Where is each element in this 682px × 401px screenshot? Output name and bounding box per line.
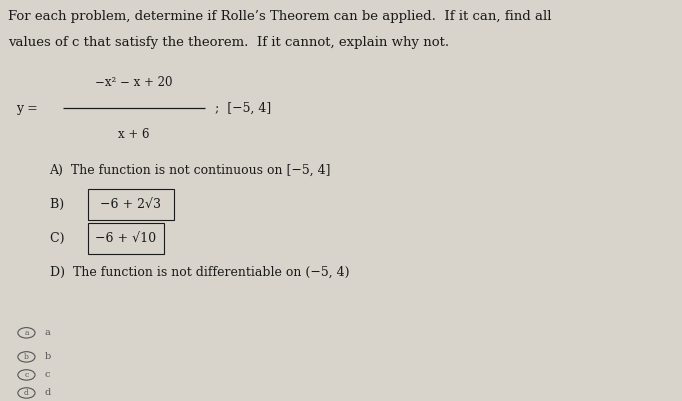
Text: For each problem, determine if Rolle’s Theorem can be applied.  If it can, find : For each problem, determine if Rolle’s T… bbox=[8, 10, 552, 23]
Text: x + 6: x + 6 bbox=[118, 128, 149, 141]
Text: a: a bbox=[24, 329, 29, 337]
Text: −6 + 2√3: −6 + 2√3 bbox=[100, 198, 162, 211]
Text: d: d bbox=[24, 389, 29, 397]
Text: c: c bbox=[25, 371, 29, 379]
Text: D)  The function is not differentiable on (−5, 4): D) The function is not differentiable on… bbox=[50, 266, 349, 279]
Text: b: b bbox=[24, 353, 29, 361]
Text: values of c that satisfy the theorem.  If it cannot, explain why not.: values of c that satisfy the theorem. If… bbox=[8, 36, 449, 49]
Text: −x² − x + 20: −x² − x + 20 bbox=[95, 76, 173, 89]
Text: b: b bbox=[45, 352, 51, 361]
Text: a: a bbox=[45, 328, 50, 337]
Text: B): B) bbox=[50, 198, 72, 211]
Text: ;  [−5, 4]: ; [−5, 4] bbox=[215, 102, 271, 115]
Text: c: c bbox=[45, 371, 50, 379]
Text: y =: y = bbox=[16, 102, 38, 115]
Text: −6 + √10: −6 + √10 bbox=[95, 232, 156, 245]
Text: A)  The function is not continuous on [−5, 4]: A) The function is not continuous on [−5… bbox=[50, 164, 331, 177]
Text: C): C) bbox=[50, 232, 72, 245]
Text: d: d bbox=[45, 389, 51, 397]
